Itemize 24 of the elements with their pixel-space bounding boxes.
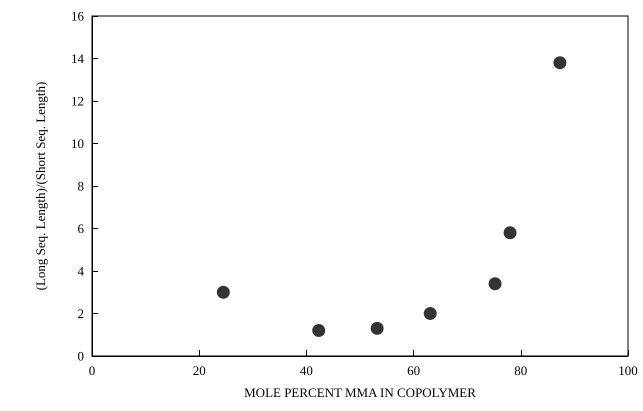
y-tick-label: 10 xyxy=(71,136,84,151)
point xyxy=(370,322,384,335)
y-tick-label: 0 xyxy=(78,348,84,364)
x-tick-label: 100 xyxy=(618,363,638,378)
point xyxy=(424,307,437,320)
y-axis-title: (Long Seq. Length)/(Short Seq. Length) xyxy=(33,82,48,290)
x-tick-label: 0 xyxy=(88,363,96,378)
x-tick-label: 40 xyxy=(300,363,313,378)
y-tick-label: 8 xyxy=(78,178,84,194)
point xyxy=(312,324,326,337)
x-tick-label: 80 xyxy=(514,363,528,378)
point xyxy=(504,226,517,240)
y-tick-label: 14 xyxy=(71,51,84,66)
point xyxy=(216,286,230,299)
y-tick-label: 2 xyxy=(78,306,84,321)
point xyxy=(488,277,502,290)
y-tick-label: 6 xyxy=(78,221,84,236)
x-axis-title: MOLE PERCENT MMA IN COPOLYMER xyxy=(244,385,476,400)
x-tick-label: 20 xyxy=(192,363,206,378)
y-tick-label: 12 xyxy=(71,94,84,108)
y-tick-label: 4 xyxy=(78,264,84,278)
point xyxy=(553,56,566,70)
y-tick-label: 16 xyxy=(71,8,84,24)
x-tick-label: 60 xyxy=(407,363,420,378)
